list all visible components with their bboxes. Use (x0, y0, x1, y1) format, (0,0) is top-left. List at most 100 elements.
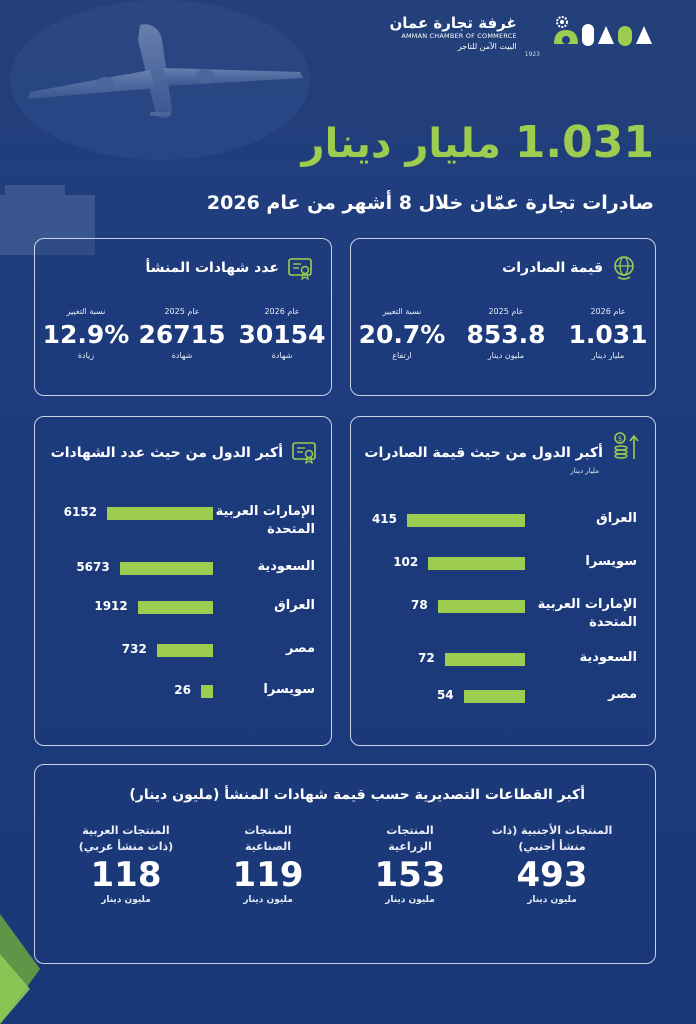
org-founding-year: 1923 (524, 51, 540, 58)
bar-mark (444, 653, 525, 666)
stat-label: عام 2026 (264, 307, 300, 316)
certificate-icon (292, 442, 316, 465)
bar-country-label: مصر (286, 641, 315, 656)
bar-value-label: 6152 (63, 505, 97, 519)
sector-agricultural-products: المنتجات الزراعية 153 مليون دينار (345, 823, 475, 905)
stat-value: 1.031 (568, 320, 648, 349)
sector-name: المنتجات الأجنبية (ذات منشأ أجنبي) (491, 824, 613, 853)
bar-value-label: 415 (371, 512, 397, 526)
bar-mark (437, 600, 525, 613)
sector-arab-products: المنتجات العربية (ذات منشأ عربي) 118 ملي… (61, 823, 191, 905)
stat-value: 20.7% (358, 320, 446, 349)
top-export-countries-card: $ أكبر الدول من حيث قيمة الصادرات مليار … (350, 416, 656, 746)
sector-value: 153 (374, 855, 446, 895)
bar-country-label: السعودية (579, 650, 638, 665)
sector-value: 118 (90, 855, 162, 895)
stat-unit: زيادة (77, 351, 95, 360)
stat-value: 853.8 (466, 320, 546, 349)
sector-unit: مليون دينار (243, 895, 293, 905)
sectors-card: أكبر القطاعات التصديرية حسب قيمة شهادات … (34, 764, 656, 964)
stat-value: 12.9% (42, 320, 130, 349)
bar-value-label: 78 (410, 598, 428, 612)
globe-icon (614, 256, 634, 280)
sector-foreign-products: المنتجات الأجنبية (ذات منشأ أجنبي) 493 م… (487, 823, 617, 905)
bar-mark (107, 507, 213, 520)
stat-label: نسبة التغيير (382, 307, 422, 316)
stat-value: 30154 (238, 320, 326, 349)
org-name-ar: غرفة تجارة عمان (389, 14, 517, 32)
stat-unit: شهادة (271, 351, 293, 360)
stat-unit: مليار دينار (591, 351, 625, 360)
bar-mark (463, 690, 525, 703)
sector-name: المنتجات الزراعية (386, 824, 434, 853)
bar-country-label: مصر (608, 687, 637, 702)
cert-stat-change: نسبة التغيير 12.9% زيادة (41, 307, 131, 360)
bar-country-label: الإمارات العربية المتحدة (215, 504, 315, 537)
top-cert-countries-title: أكبر الدول من حيث عدد الشهادات (50, 445, 283, 461)
org-name-en: AMMAN CHAMBER OF COMMERCE (401, 32, 517, 40)
bar-country-label: سويسرا (263, 682, 315, 697)
export-value-title: قيمة الصادرات (502, 260, 603, 276)
bar-mark (156, 644, 213, 657)
svg-text:$: $ (618, 435, 622, 443)
logo-text: غرفة تجارة عمان AMMAN CHAMBER OF COMMERC… (389, 14, 516, 52)
headline-unit: مليار دينار (301, 121, 501, 167)
top-cert-countries-card: أكبر الدول من حيث عدد الشهادات الإمارات … (34, 416, 332, 746)
building-background-icon (0, 185, 95, 255)
headline-total: 1.031 مليار دينار (302, 118, 654, 169)
headline-value: 1.031 (514, 117, 654, 168)
bar-country-label: سويسرا (585, 554, 637, 569)
certificate-icon (288, 258, 312, 281)
bar-value-label: 732 (121, 642, 147, 656)
org-tagline: البيت الآمن للتاجر (457, 42, 517, 51)
cert-stat-2025: عام 2025 26715 شهادة (137, 307, 227, 360)
bar-value-label: 1912 (94, 599, 128, 613)
sector-unit: مليون دينار (101, 895, 151, 905)
top-export-countries-title: أكبر الدول من حيث قيمة الصادرات (364, 445, 603, 461)
headline-subtitle: صادرات تجارة عمّان خلال 8 أشهر من عام 20… (206, 192, 654, 214)
bar-value-label: 5673 (76, 560, 110, 574)
stat-unit: ارتفاع (392, 351, 412, 360)
bar-mark (119, 562, 213, 575)
sector-unit: مليون دينار (527, 895, 577, 905)
export-value-card: قيمة الصادرات عام 2026 1.031 مليار دينار… (350, 238, 656, 396)
bar-country-label: السعودية (257, 559, 316, 574)
stat-unit: شهادة (171, 351, 193, 360)
cert-stat-2026: عام 2026 30154 شهادة (237, 307, 327, 360)
sector-unit: مليون دينار (385, 895, 435, 905)
airplane-background-icon (10, 0, 310, 160)
stat-label: نسبة التغيير (66, 307, 106, 316)
top-export-countries-unit: مليار دينار (570, 467, 599, 475)
bar-value-label: 54 (436, 688, 454, 702)
amman-logo-mark-icon (554, 16, 652, 46)
money-growth-icon: $ (614, 432, 639, 459)
certificates-title: عدد شهادات المنشأ (145, 260, 279, 276)
bar-mark (137, 601, 213, 614)
stat-value: 26715 (138, 320, 226, 349)
export-stat-change: نسبة التغيير 20.7% ارتفاع (357, 307, 447, 360)
sector-name: المنتجات العربية (ذات منشأ عربي) (78, 824, 174, 853)
sector-industrial-products: المنتجات الصناعية 119 مليون دينار (203, 823, 333, 905)
bar-mark (201, 685, 213, 698)
export-stat-2026: عام 2026 1.031 مليار دينار (563, 307, 653, 360)
stat-label: عام 2026 (590, 307, 626, 316)
chamber-logo: غرفة تجارة عمان AMMAN CHAMBER OF COMMERC… (386, 14, 656, 66)
bar-country-label: الإمارات العربية المتحدة (537, 597, 637, 630)
bar-mark (428, 557, 525, 570)
bar-country-label: العراق (274, 598, 315, 613)
stat-label: عام 2025 (488, 307, 524, 316)
bar-value-label: 72 (418, 651, 435, 665)
bar-value-label: 102 (393, 555, 419, 569)
bar-value-label: 26 (174, 683, 191, 697)
sector-name: المنتجات الصناعية (244, 824, 292, 853)
export-stat-2025: عام 2025 853.8 مليون دينار (461, 307, 551, 360)
certificates-card: عدد شهادات المنشأ عام 2026 30154 شهادة ع… (34, 238, 332, 396)
sector-value: 493 (516, 855, 588, 895)
bar-country-label: العراق (596, 511, 637, 526)
sectors-title: أكبر القطاعات التصديرية حسب قيمة شهادات … (129, 787, 585, 803)
stat-label: عام 2025 (164, 307, 200, 316)
stat-unit: مليون دينار (487, 351, 525, 360)
bar-mark (407, 514, 525, 527)
corner-decoration-icon (0, 914, 40, 1024)
sector-value: 119 (232, 855, 304, 895)
